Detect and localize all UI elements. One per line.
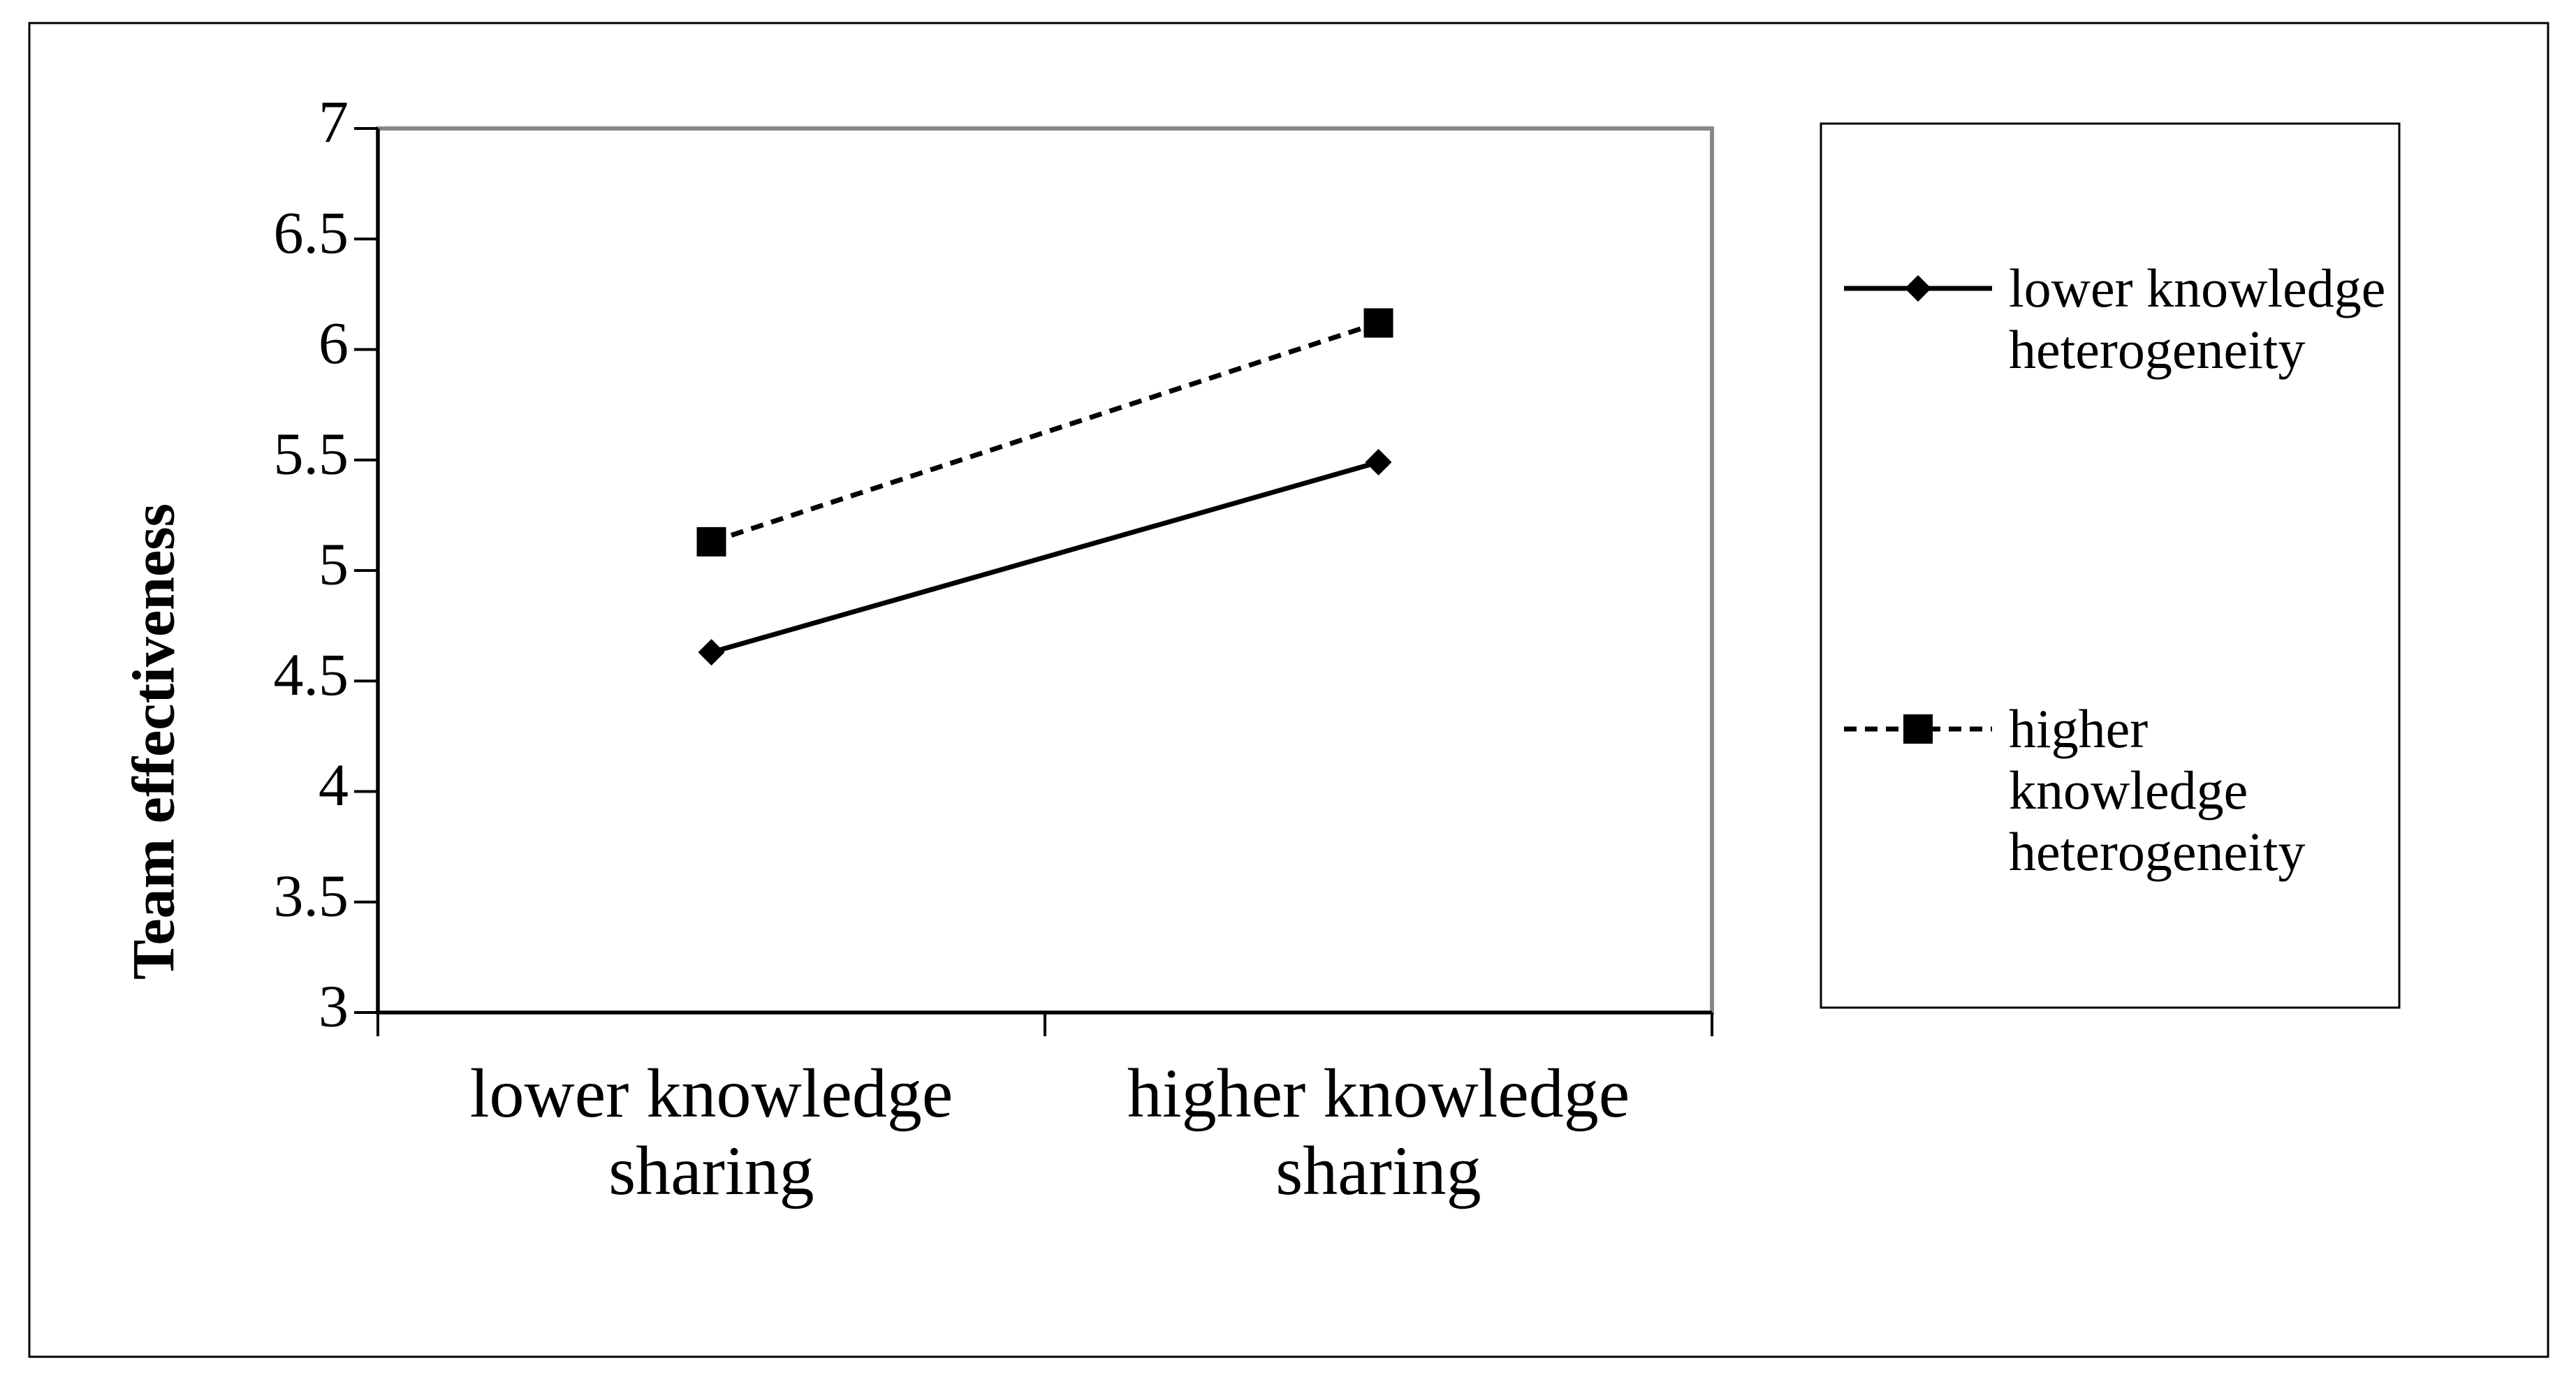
square-marker — [1363, 308, 1393, 338]
y-tick-label: 3.5 — [274, 862, 349, 929]
x-tick-label-box: higher knowledge sharing — [1127, 1054, 1630, 1209]
diamond-marker — [698, 639, 725, 666]
x-tick-label: higher knowledge sharing — [1127, 1054, 1630, 1209]
y-tick-label: 7 — [319, 89, 349, 156]
legend-label-box: lower knowledge heterogeneity — [2009, 258, 2386, 380]
diamond-marker — [1365, 448, 1392, 476]
y-tick-label: 6 — [319, 309, 349, 376]
square-marker — [696, 527, 726, 557]
legend-marker — [1905, 275, 1931, 302]
legend-marker — [1903, 714, 1933, 744]
legend-label: higher knowledge heterogeneity — [2009, 698, 2306, 882]
y-axis-title: Team effectiveness — [120, 503, 187, 980]
legend-label-box: higher knowledge heterogeneity — [2009, 698, 2306, 882]
y-tick-label: 6.5 — [274, 199, 349, 266]
plot-area — [376, 126, 1714, 1015]
series-line — [710, 321, 1380, 545]
y-tick-label: 4.5 — [274, 641, 349, 708]
y-tick-label: 4 — [319, 751, 349, 818]
series-line — [710, 459, 1380, 655]
x-tick-label: lower knowledge sharing — [469, 1054, 953, 1209]
y-tick-label: 5 — [319, 531, 349, 598]
x-tick-label-box: lower knowledge sharing — [469, 1054, 953, 1209]
y-tick-label: 3 — [319, 973, 349, 1040]
y-tick-label: 5.5 — [274, 420, 349, 487]
legend-box — [1820, 122, 2401, 1009]
legend-label: lower knowledge heterogeneity — [2009, 258, 2386, 380]
